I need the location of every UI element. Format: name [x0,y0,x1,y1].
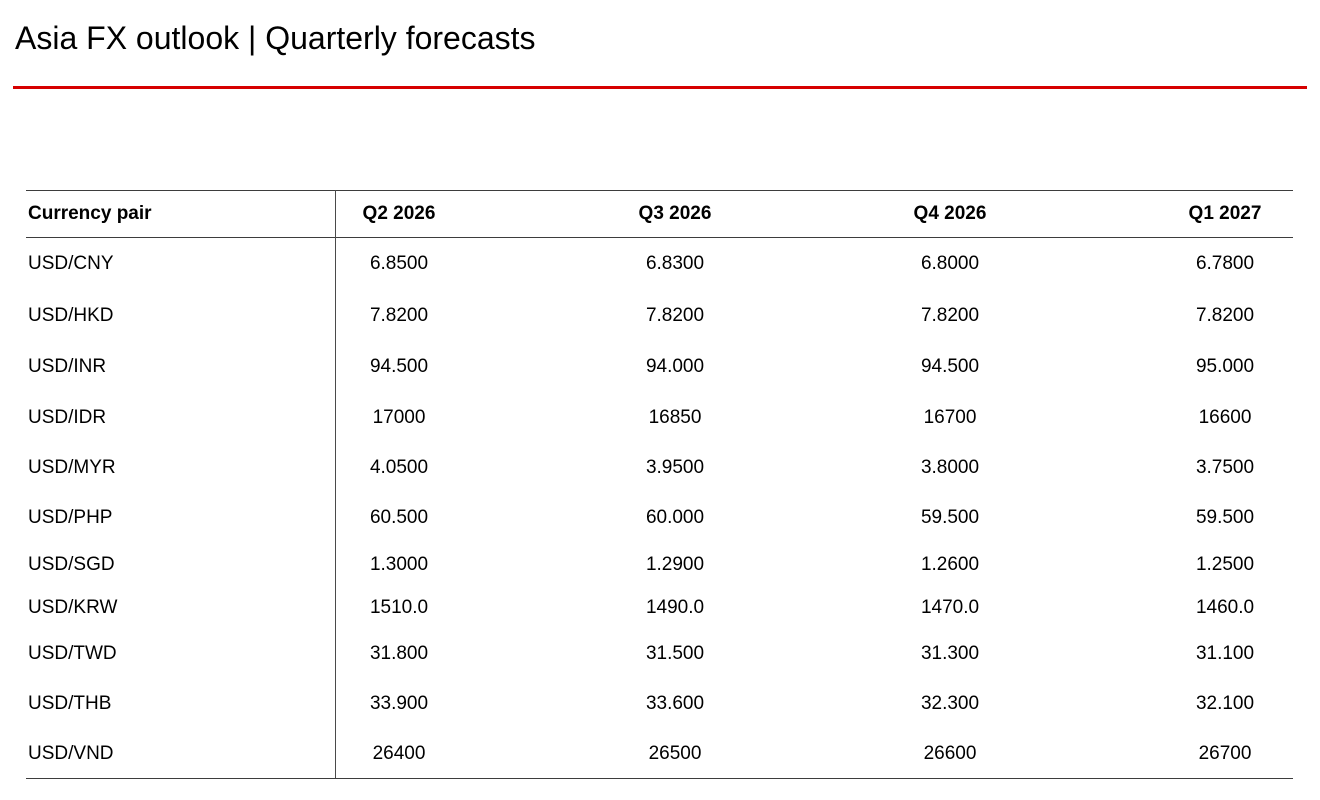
column-header-q2-2026: Q2 2026 [362,203,436,224]
forecast-value-q1: 95.000 [1195,355,1255,377]
currency-pair-label: USD/TWD [28,643,117,664]
title-divider-rule [13,86,1307,89]
forecast-value-q2: 17000 [372,406,426,428]
forecast-value-q3: 1490.0 [645,597,705,618]
table-header-row: Currency pair Q2 2026 Q3 2026 Q4 2026 Q1… [26,189,1293,239]
forecast-value-q3: 31.500 [645,643,705,664]
forecast-value-q1: 59.500 [1195,507,1255,528]
forecast-value-q3: 60.000 [645,507,705,528]
column-header-q3-2026: Q3 2026 [638,203,712,224]
forecast-value-q2: 4.0500 [369,457,429,478]
forecast-table: Currency pair Q2 2026 Q3 2026 Q4 2026 Q1… [26,189,1293,779]
currency-pair-label: USD/SGD [28,553,115,575]
table-row-usdsgd: USD/SGD 1.3000 1.2900 1.2600 1.2500 [26,543,1293,586]
forecast-value-q1: 16600 [1198,406,1252,428]
forecast-value-q3: 1.2900 [645,553,705,575]
table-body: USD/CNY 6.8500 6.8300 6.8000 6.7800 USD/… [26,238,1293,779]
forecast-value-q2: 94.500 [369,355,429,377]
currency-pair-label: USD/THB [28,692,112,714]
forecast-value-q4: 16700 [923,406,977,428]
forecast-value-q2: 1510.0 [369,597,429,618]
forecast-value-q1: 7.8200 [1195,304,1255,326]
forecast-value-q2: 6.8500 [369,253,429,274]
currency-pair-label: USD/INR [28,355,107,377]
forecast-value-q1: 1460.0 [1195,597,1255,618]
forecast-value-q2: 33.900 [369,692,429,714]
forecast-value-q4: 1.2600 [920,553,980,575]
currency-pair-label: USD/PHP [28,507,113,528]
currency-pair-label: USD/KRW [28,597,118,618]
forecast-value-q2: 26400 [372,742,426,764]
forecast-value-q4: 3.8000 [920,457,980,478]
column-header-currency-pair: Currency pair [28,203,152,224]
column-divider-line [335,189,336,239]
forecast-value-q2: 31.800 [369,643,429,664]
forecast-value-q3: 94.000 [645,355,705,377]
forecast-value-q3: 26500 [648,742,702,764]
forecast-value-q3: 6.8300 [645,253,705,274]
table-row-usdidr: USD/IDR 17000 16850 16700 16600 [26,392,1293,443]
forecast-value-q3: 16850 [648,406,702,428]
forecast-value-q1: 1.2500 [1195,553,1255,575]
forecast-value-q4: 94.500 [920,355,980,377]
table-row-usdphp: USD/PHP 60.500 60.000 59.500 59.500 [26,493,1293,543]
column-header-q1-2027: Q1 2027 [1188,203,1262,224]
forecast-value-q4: 7.8200 [920,304,980,326]
forecast-value-q2: 7.8200 [369,304,429,326]
forecast-value-q1: 3.7500 [1195,457,1255,478]
forecast-value-q1: 31.100 [1195,643,1255,664]
currency-pair-label: USD/VND [28,742,114,764]
currency-pair-label: USD/HKD [28,304,114,326]
forecast-value-q1: 26700 [1198,742,1252,764]
table-row-usdkrw: USD/KRW 1510.0 1490.0 1470.0 1460.0 [26,586,1293,630]
table-row-usdthb: USD/THB 33.900 33.600 32.300 32.100 [26,678,1293,729]
forecast-value-q2: 1.3000 [369,553,429,575]
column-divider-line [335,238,336,778]
forecast-value-q4: 1470.0 [920,597,980,618]
forecast-value-q4: 31.300 [920,643,980,664]
table-row-usdinr: USD/INR 94.500 94.000 94.500 95.000 [26,341,1293,392]
forecast-value-q4: 6.8000 [920,253,980,274]
forecast-value-q4: 32.300 [920,692,980,714]
currency-pair-label: USD/MYR [28,457,116,478]
forecast-value-q1: 32.100 [1195,692,1255,714]
forecast-value-q4: 26600 [923,742,977,764]
column-header-q4-2026: Q4 2026 [913,203,987,224]
forecast-value-q4: 59.500 [920,507,980,528]
forecast-value-q3: 3.9500 [645,457,705,478]
currency-pair-label: USD/CNY [28,253,114,274]
forecast-value-q3: 7.8200 [645,304,705,326]
table-row-usdvnd: USD/VND 26400 26500 26600 26700 [26,729,1293,778]
currency-pair-label: USD/IDR [28,406,107,428]
page-title: Asia FX outlook | Quarterly forecasts [15,20,536,56]
forecast-value-q2: 60.500 [369,507,429,528]
table-row-usdtwd: USD/TWD 31.800 31.500 31.300 31.100 [26,630,1293,678]
table-row-usdcny: USD/CNY 6.8500 6.8300 6.8000 6.7800 [26,238,1293,290]
forecast-value-q3: 33.600 [645,692,705,714]
table-row-usdhkd: USD/HKD 7.8200 7.8200 7.8200 7.8200 [26,290,1293,341]
forecast-value-q1: 6.7800 [1195,253,1255,274]
table-row-usdmyr: USD/MYR 4.0500 3.9500 3.8000 3.7500 [26,443,1293,493]
